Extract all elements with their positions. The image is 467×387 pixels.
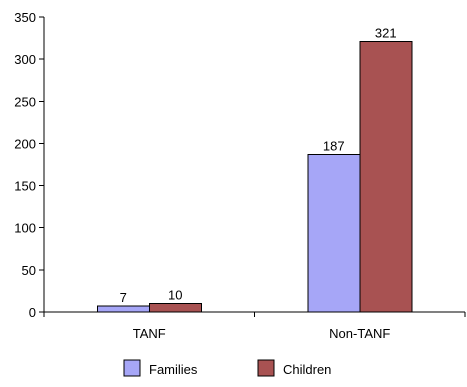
bar-children-tanf — [148, 303, 202, 313]
y-tick-label: 50 — [22, 263, 36, 278]
legend-swatch-children — [257, 359, 275, 377]
legend-swatch-families — [123, 359, 141, 377]
x-category-label: Non-TANF — [329, 326, 390, 341]
bar-families-non-tanf — [307, 153, 361, 313]
chart-axes: 0 50 100 150 200 250 300 350 TANF Non-TANF — [14, 10, 466, 341]
chart-bars — [96, 40, 413, 313]
data-label: 10 — [168, 288, 182, 303]
y-tick-label: 300 — [14, 52, 36, 67]
y-tick-label: 200 — [14, 136, 36, 151]
y-tick-label: 250 — [14, 94, 36, 109]
legend-label-children: Children — [283, 362, 331, 377]
data-label: 7 — [120, 290, 127, 305]
x-category-label: TANF — [133, 326, 166, 341]
y-tick-label: 0 — [29, 305, 36, 320]
chart-legend: Families Children — [123, 359, 331, 377]
y-tick-label: 100 — [14, 221, 36, 236]
bar-families-tanf — [96, 305, 150, 313]
bar-children-non-tanf — [359, 40, 413, 313]
data-label: 187 — [323, 138, 345, 153]
chart-data-labels: 7 10 187 321 — [120, 25, 397, 305]
y-tick-label: 150 — [14, 179, 36, 194]
y-tick-label: 350 — [14, 10, 36, 25]
legend-label-families: Families — [149, 362, 198, 377]
data-label: 321 — [375, 25, 397, 40]
